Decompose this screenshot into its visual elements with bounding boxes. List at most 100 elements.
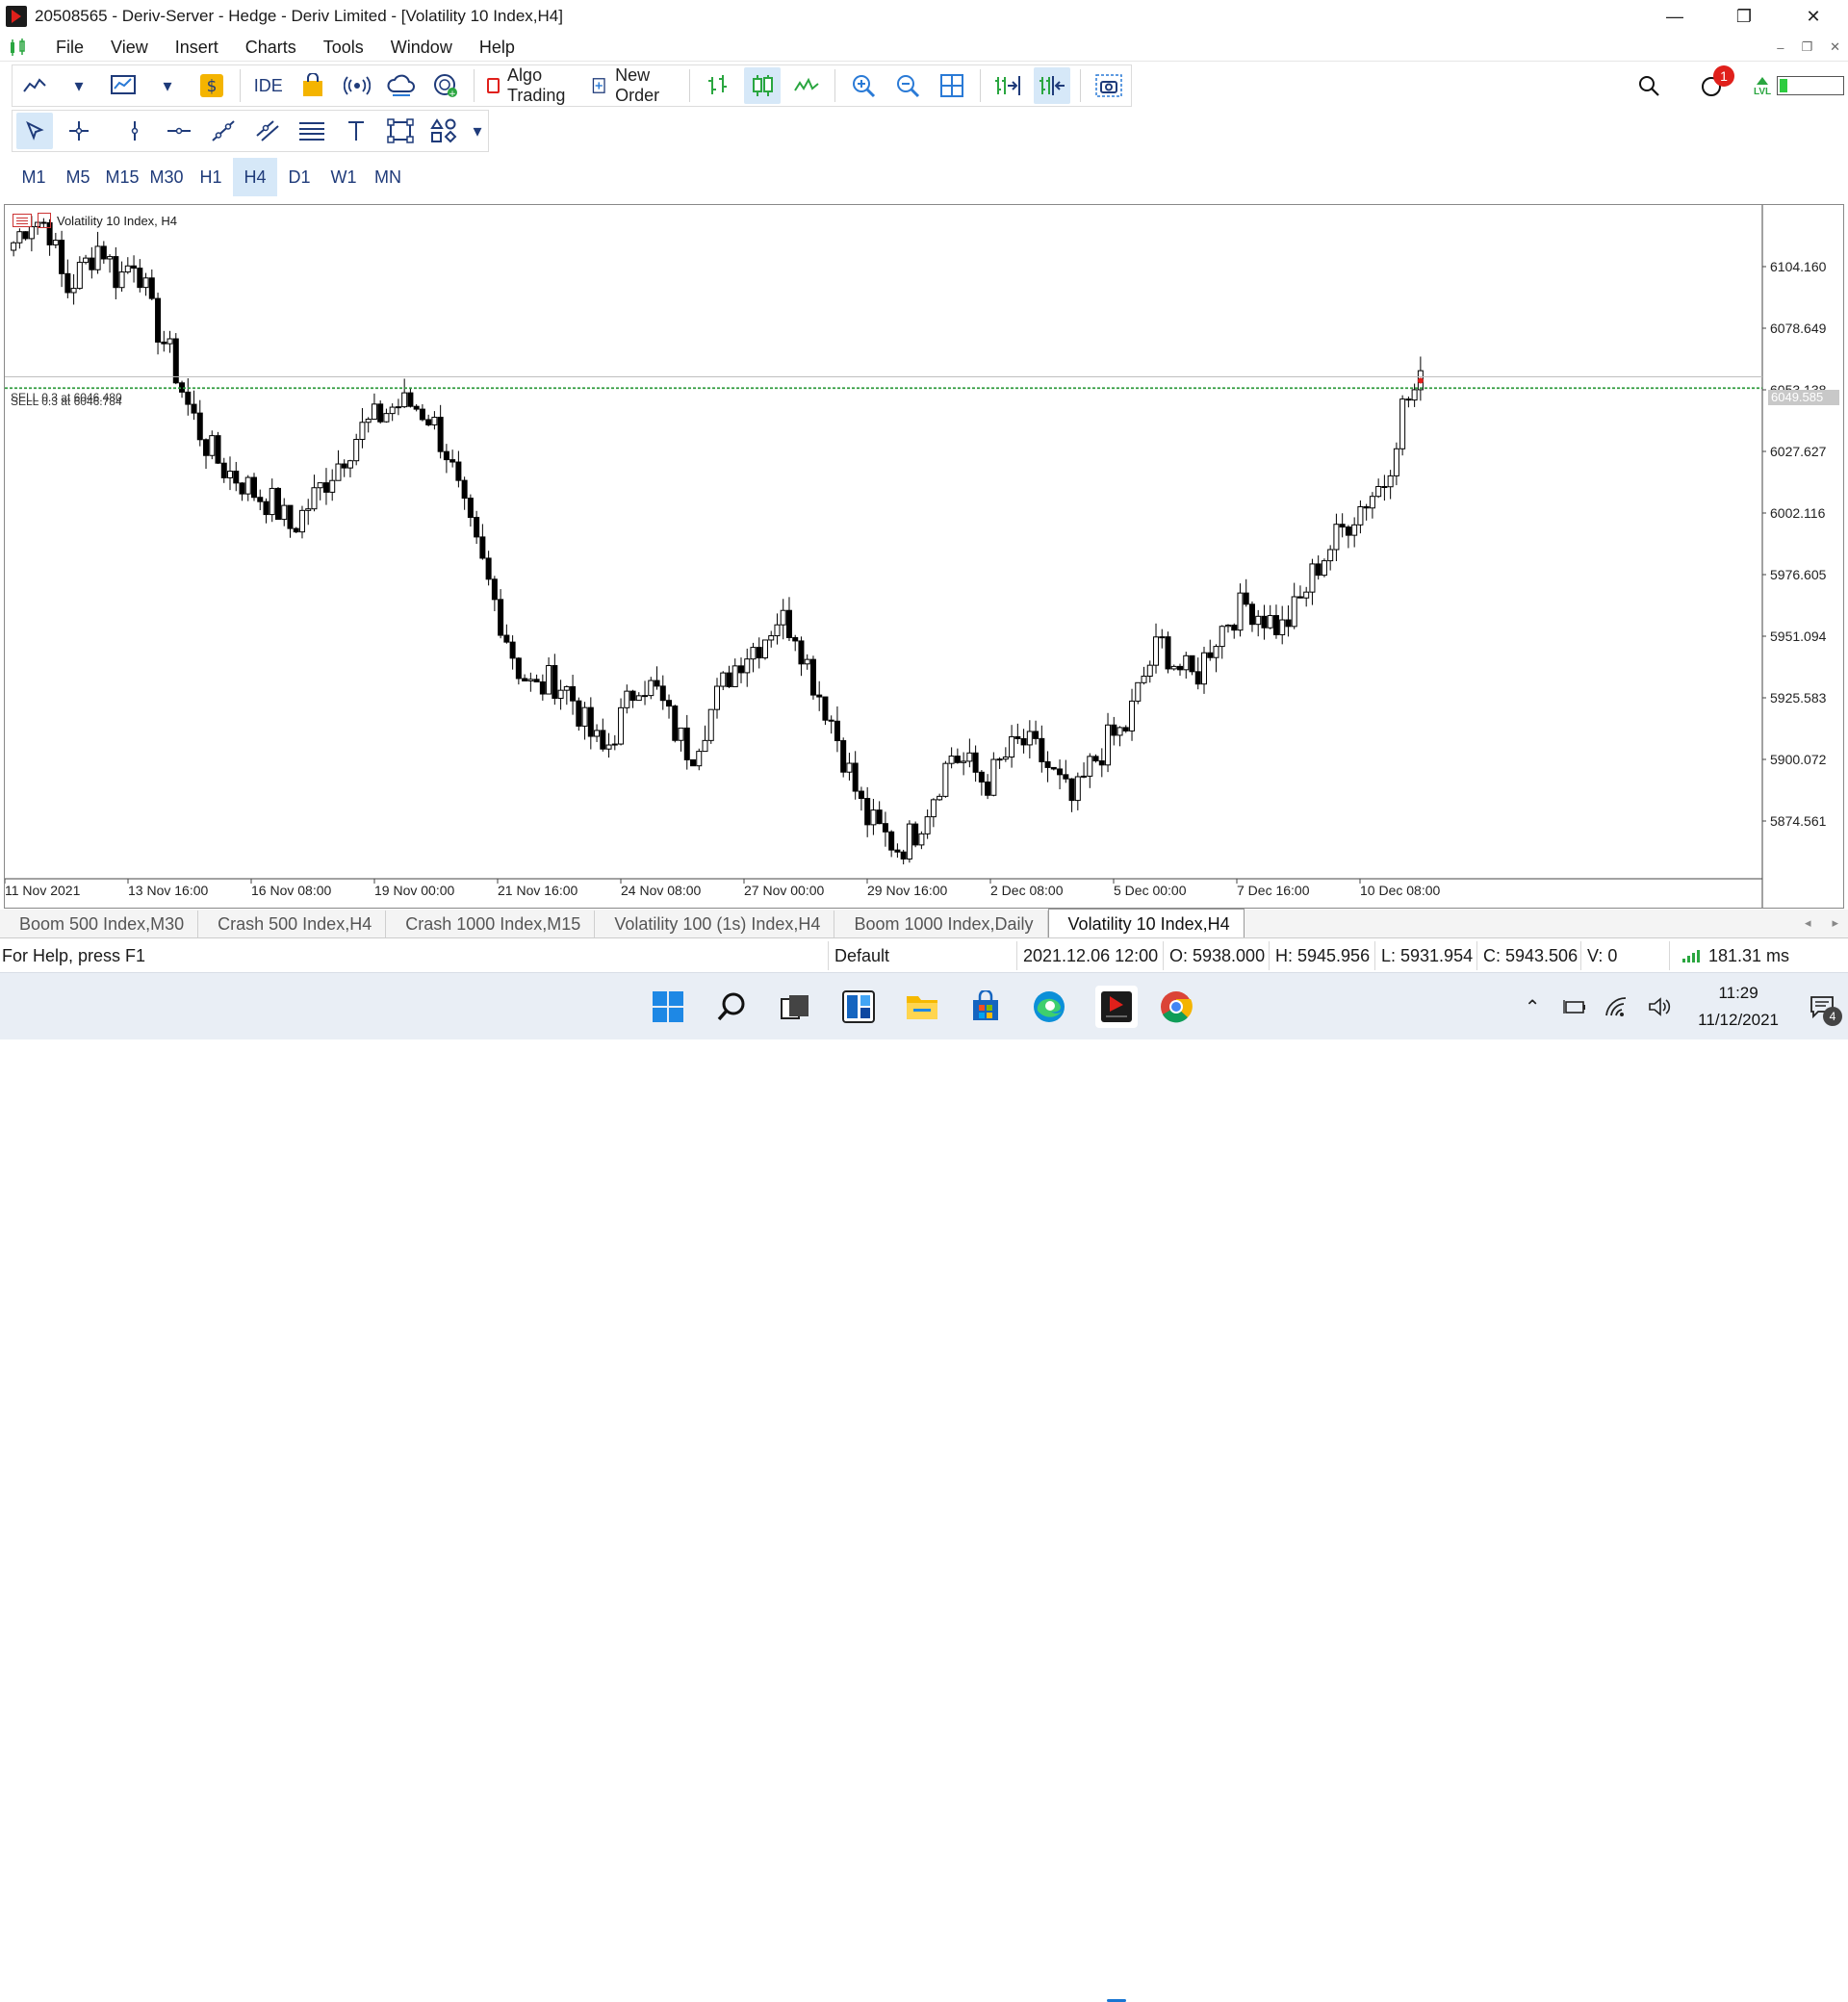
vps-cloud-icon[interactable] bbox=[383, 67, 420, 104]
timeframe-m5[interactable]: M5 bbox=[65, 167, 90, 187]
close-icon[interactable]: ✕ bbox=[1806, 6, 1821, 26]
menu-charts[interactable]: Charts bbox=[244, 37, 296, 57]
tab-scroll-right-icon[interactable]: ▸ bbox=[1832, 915, 1838, 930]
menu-insert[interactable]: Insert bbox=[174, 37, 218, 57]
candlestick-chart-icon[interactable] bbox=[743, 67, 781, 104]
chart-template-dropdown-icon[interactable]: ▾ bbox=[74, 75, 84, 95]
candle-body bbox=[756, 647, 762, 659]
minimize-icon[interactable]: — bbox=[1666, 6, 1683, 26]
candle-body bbox=[906, 823, 912, 860]
price-axis-label: 5900.072 bbox=[1770, 752, 1827, 767]
tile-windows-icon[interactable] bbox=[934, 67, 970, 104]
mdi-document-icon[interactable] bbox=[8, 37, 29, 58]
zoom-out-icon[interactable] bbox=[889, 67, 926, 104]
ide-button[interactable]: IDE bbox=[253, 75, 283, 95]
candle-body bbox=[1279, 619, 1286, 635]
candle-body bbox=[1009, 735, 1015, 758]
signals-icon[interactable] bbox=[339, 67, 375, 104]
connection-status[interactable]: 181.31 ms bbox=[1669, 941, 1823, 970]
wifi-icon[interactable] bbox=[1596, 988, 1638, 1026]
windows-start-icon[interactable] bbox=[651, 989, 685, 1024]
notifications-icon[interactable]: 1 bbox=[1694, 65, 1734, 104]
line-chart-icon[interactable] bbox=[16, 67, 53, 104]
menu-window[interactable]: Window bbox=[390, 37, 452, 57]
chart-window[interactable]: Volatility 10 Index, H4 SELL 0.3 at 6046… bbox=[4, 204, 1844, 909]
timeframe-m15[interactable]: M15 bbox=[105, 167, 140, 187]
mdi-close-icon[interactable]: ✕ bbox=[1830, 39, 1840, 54]
cursor-icon[interactable] bbox=[16, 113, 53, 149]
volume-icon[interactable] bbox=[1638, 988, 1681, 1026]
timeframe-mn[interactable]: MN bbox=[374, 167, 401, 187]
chart-shift-icon[interactable] bbox=[1034, 67, 1071, 104]
shapes-dropdown-icon[interactable]: ▾ bbox=[473, 120, 482, 141]
crosshair-icon[interactable] bbox=[61, 113, 97, 149]
horizontal-line-icon[interactable] bbox=[161, 113, 197, 149]
candle-body bbox=[209, 435, 216, 456]
tab-scroll-left-icon[interactable]: ◂ bbox=[1804, 915, 1811, 930]
auto-scroll-icon[interactable] bbox=[989, 67, 1026, 104]
edge-icon[interactable] bbox=[1032, 989, 1066, 1024]
market-bag-icon[interactable] bbox=[295, 67, 331, 104]
search-icon[interactable] bbox=[1630, 67, 1667, 104]
chart-tab[interactable]: Volatility 100 (1s) Index,H4 bbox=[595, 911, 835, 937]
menu-help[interactable]: Help bbox=[478, 37, 515, 57]
candle-body bbox=[714, 685, 720, 710]
widgets-icon[interactable] bbox=[841, 989, 876, 1024]
candle-body bbox=[461, 479, 468, 500]
notification-center-icon[interactable]: 4 bbox=[1796, 988, 1848, 1026]
line-chart-type-icon[interactable] bbox=[788, 67, 825, 104]
screenshot-icon[interactable] bbox=[1091, 67, 1127, 104]
search-icon[interactable] bbox=[714, 989, 749, 1024]
timeframe-m30[interactable]: M30 bbox=[149, 167, 184, 187]
one-click-trading-icon[interactable] bbox=[13, 214, 32, 227]
chart-tab[interactable]: Crash 1000 Index,M15 bbox=[386, 911, 596, 937]
menu-view[interactable]: View bbox=[111, 37, 148, 57]
menu-tools[interactable]: Tools bbox=[322, 37, 364, 57]
candle-body bbox=[744, 658, 751, 674]
battery-icon[interactable] bbox=[1553, 988, 1596, 1026]
restore-icon[interactable]: ❐ bbox=[1735, 6, 1753, 26]
chrome-icon[interactable] bbox=[1159, 989, 1194, 1024]
mdi-restore-icon[interactable]: ❐ bbox=[1801, 39, 1813, 54]
text-tool-icon[interactable] bbox=[338, 113, 374, 149]
file-explorer-icon[interactable] bbox=[905, 989, 939, 1024]
vertical-line-icon[interactable] bbox=[116, 113, 153, 149]
candle-body bbox=[966, 752, 973, 762]
timeframe-m1[interactable]: M1 bbox=[21, 167, 46, 187]
timeframe-h1[interactable]: H1 bbox=[199, 167, 222, 187]
timeframe-h4[interactable]: H4 bbox=[233, 158, 277, 196]
market-search-icon[interactable]: + bbox=[427, 67, 464, 104]
mdi-minimize-icon[interactable]: – bbox=[1777, 39, 1784, 55]
candle-body bbox=[924, 816, 931, 834]
clock[interactable]: 11:29 11/12/2021 bbox=[1681, 980, 1796, 1034]
timeframe-w1[interactable]: W1 bbox=[330, 167, 357, 187]
chart-tab[interactable]: Boom 500 Index,M30 bbox=[0, 911, 199, 937]
menu-file[interactable]: File bbox=[56, 37, 85, 57]
signal-level-indicator[interactable]: LVL bbox=[1754, 75, 1845, 97]
depth-of-market-icon[interactable] bbox=[38, 213, 51, 228]
chart-tab-active[interactable]: Volatility 10 Index,H4 bbox=[1047, 909, 1245, 937]
candle-body bbox=[985, 781, 991, 796]
algo-trading-button[interactable]: Algo Trading bbox=[479, 65, 584, 105]
chevron-up-icon[interactable]: ⌃ bbox=[1524, 996, 1541, 1018]
status-profile[interactable]: Default bbox=[828, 941, 1016, 970]
equidistant-channel-icon[interactable] bbox=[249, 113, 286, 149]
bar-chart-icon[interactable] bbox=[700, 67, 736, 104]
chart-tab[interactable]: Boom 1000 Index,Daily bbox=[834, 911, 1048, 937]
timeframe-d1[interactable]: D1 bbox=[288, 167, 311, 187]
trend-line-icon[interactable] bbox=[205, 113, 242, 149]
candle-body bbox=[353, 438, 360, 462]
zoom-in-icon[interactable] bbox=[845, 67, 882, 104]
profiles-dropdown-icon[interactable]: ▾ bbox=[163, 75, 172, 95]
new-order-button[interactable]: New Order bbox=[584, 65, 683, 105]
microsoft-store-icon[interactable] bbox=[968, 989, 1003, 1024]
market-dollar-icon[interactable]: $ bbox=[193, 67, 230, 104]
chart-tab[interactable]: Crash 500 Index,H4 bbox=[198, 911, 387, 937]
metatrader-icon[interactable] bbox=[1095, 986, 1138, 1028]
rectangle-tool-icon[interactable] bbox=[382, 113, 419, 149]
new-chart-icon[interactable] bbox=[105, 67, 141, 104]
task-view-icon[interactable] bbox=[778, 989, 812, 1024]
shapes-icon[interactable] bbox=[426, 113, 463, 149]
fibonacci-icon[interactable] bbox=[294, 113, 330, 149]
price-chart[interactable] bbox=[5, 205, 1843, 908]
